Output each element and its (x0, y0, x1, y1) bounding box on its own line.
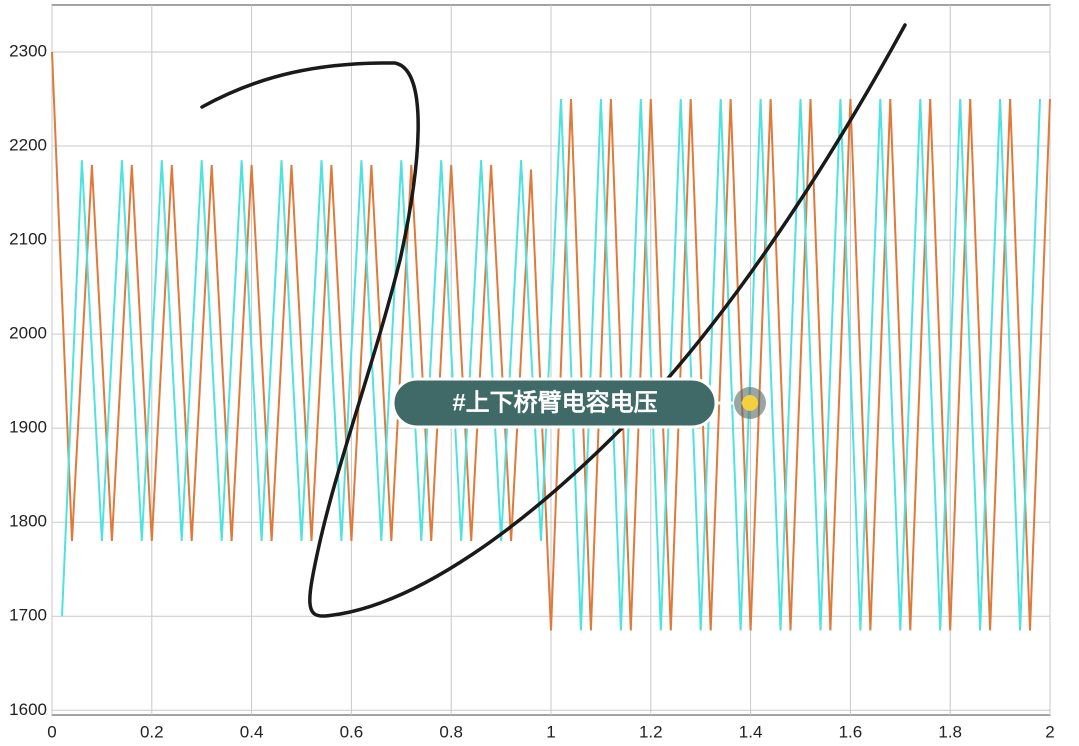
series-line (61, 98, 1041, 631)
x-tick-label: 1 (546, 722, 555, 741)
x-tick-label: 0 (47, 722, 56, 741)
x-tick-label: 0.4 (240, 722, 264, 741)
y-tick-label: 1800 (9, 512, 47, 531)
y-tick-label: 2300 (9, 42, 47, 61)
y-tick-label: 2200 (9, 136, 47, 155)
y-tick-label: 2000 (9, 324, 47, 343)
y-tick-label: 1600 (9, 700, 47, 719)
x-tick-label: 1.6 (839, 722, 863, 741)
hand-drawn-stroke (200, 23, 907, 618)
x-tick-label: 0.8 (439, 722, 463, 741)
x-tick-label: 1.2 (639, 722, 663, 741)
y-tick-label: 1900 (9, 418, 47, 437)
x-tick-label: 1.4 (739, 722, 763, 741)
x-tick-label: 0.2 (140, 722, 164, 741)
x-tick-label: 1.8 (938, 722, 962, 741)
callout-label: #上下桥臂电容电压 (452, 388, 657, 416)
y-tick-label: 1700 (9, 606, 47, 625)
y-tick-label: 2100 (9, 230, 47, 249)
series-line (51, 51, 1051, 631)
callout-dot[interactable] (742, 395, 758, 411)
callout-pill[interactable] (391, 377, 718, 429)
x-tick-label: 2 (1045, 722, 1054, 741)
x-tick-label: 0.6 (340, 722, 364, 741)
